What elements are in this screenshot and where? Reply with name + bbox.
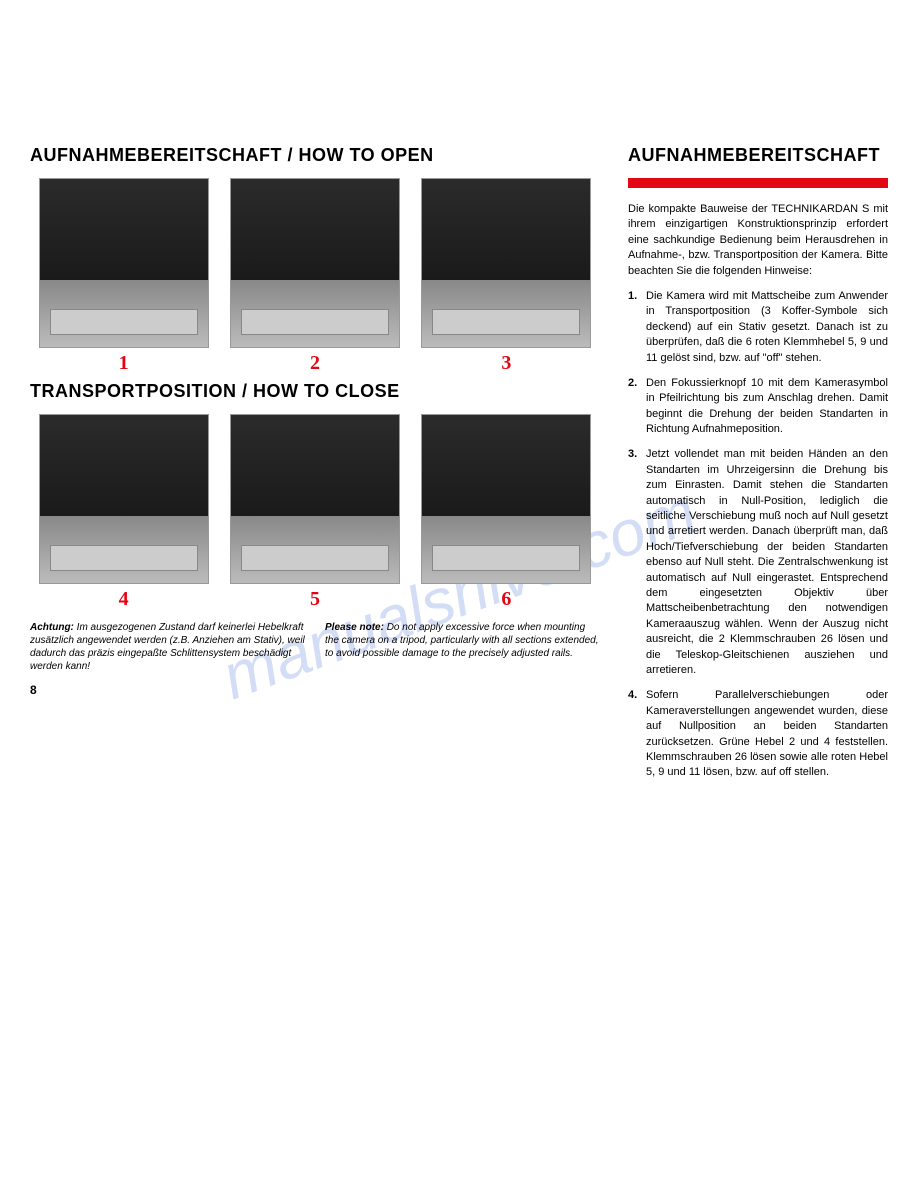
figure-cell: 4 xyxy=(30,414,217,611)
step-number: 1. xyxy=(628,289,646,366)
step-text: Sofern Parallelverschiebungen oder Kamer… xyxy=(646,688,888,780)
figure-number: 3 xyxy=(501,352,511,375)
instruction-item: 3. Jetzt vollendet man mit beiden Händen… xyxy=(628,447,888,678)
intro-paragraph: Die kompakte Bauweise der TECHNIKARDAN S… xyxy=(628,202,888,279)
camera-photo-icon xyxy=(230,178,400,348)
figure-number: 4 xyxy=(119,588,129,611)
heading-open: AUFNAHMEBEREITSCHAFT / HOW TO OPEN xyxy=(30,145,600,166)
note-english-label: Please note: xyxy=(325,622,384,633)
step-number: 4. xyxy=(628,688,646,780)
note-german-label: Achtung: xyxy=(30,622,74,633)
red-divider-bar xyxy=(628,178,888,188)
figure-grid-open: 1 2 3 xyxy=(30,178,600,375)
figure-number: 2 xyxy=(310,352,320,375)
heading-right: AUFNAHMEBEREITSCHAFT xyxy=(628,145,888,166)
footer-notes: Achtung: Im ausgezogenen Zustand darf ke… xyxy=(30,621,600,673)
step-number: 2. xyxy=(628,376,646,438)
figure-cell: 1 xyxy=(30,178,217,375)
note-german: Achtung: Im ausgezogenen Zustand darf ke… xyxy=(30,621,305,673)
instruction-list: 1. Die Kamera wird mit Mattscheibe zum A… xyxy=(628,289,888,781)
page-content: AUFNAHMEBEREITSCHAFT / HOW TO OPEN 1 2 3… xyxy=(30,145,888,791)
camera-photo-icon xyxy=(230,414,400,584)
step-text: Den Fokussierknopf 10 mit dem Kamerasymb… xyxy=(646,376,888,438)
figure-number: 5 xyxy=(310,588,320,611)
instruction-item: 4. Sofern Parallelverschiebungen oder Ka… xyxy=(628,688,888,780)
instruction-item: 1. Die Kamera wird mit Mattscheibe zum A… xyxy=(628,289,888,366)
figure-number: 6 xyxy=(501,588,511,611)
right-column: AUFNAHMEBEREITSCHAFT Die kompakte Bauwei… xyxy=(628,145,888,791)
figure-cell: 3 xyxy=(413,178,600,375)
figure-grid-close: 4 5 6 xyxy=(30,414,600,611)
figure-cell: 5 xyxy=(221,414,408,611)
step-text: Die Kamera wird mit Mattscheibe zum Anwe… xyxy=(646,289,888,366)
figure-cell: 2 xyxy=(221,178,408,375)
figure-cell: 6 xyxy=(413,414,600,611)
note-english: Please note: Do not apply excessive forc… xyxy=(325,621,600,673)
camera-photo-icon xyxy=(39,178,209,348)
step-text: Jetzt vollendet man mit beiden Händen an… xyxy=(646,447,888,678)
camera-photo-icon xyxy=(421,414,591,584)
figure-number: 1 xyxy=(119,352,129,375)
step-number: 3. xyxy=(628,447,646,678)
camera-photo-icon xyxy=(421,178,591,348)
camera-photo-icon xyxy=(39,414,209,584)
page-number: 8 xyxy=(30,683,600,697)
instruction-item: 2. Den Fokussierknopf 10 mit dem Kameras… xyxy=(628,376,888,438)
heading-close: TRANSPORTPOSITION / HOW TO CLOSE xyxy=(30,381,600,402)
left-column: AUFNAHMEBEREITSCHAFT / HOW TO OPEN 1 2 3… xyxy=(30,145,600,791)
